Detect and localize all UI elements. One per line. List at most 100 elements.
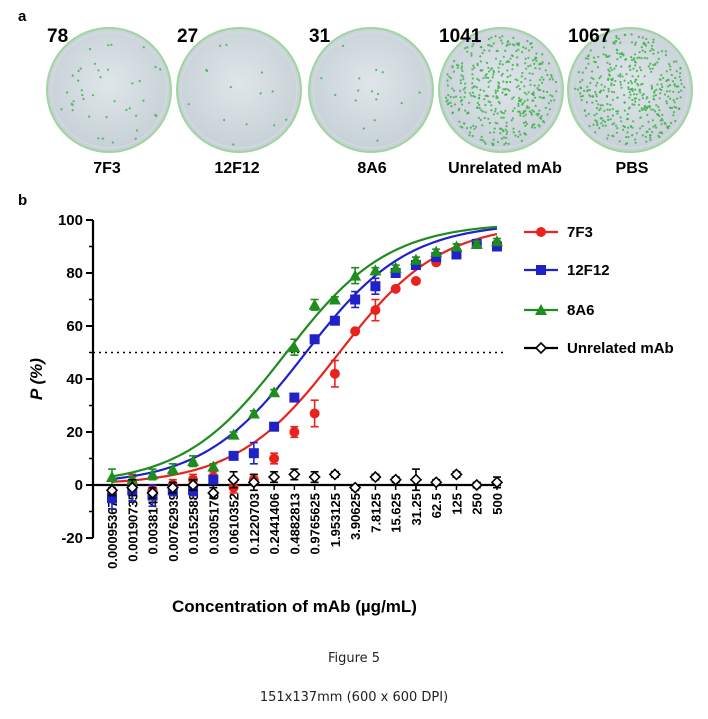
legend-label: 8A6 — [567, 302, 595, 319]
y-tick-label: -20 — [61, 530, 83, 547]
data-point — [390, 283, 401, 294]
x-tick-label: 0.4882813 — [287, 493, 302, 554]
data-point — [309, 408, 320, 419]
legend-marker — [536, 265, 546, 275]
data-point — [490, 476, 504, 489]
data-point — [267, 470, 281, 484]
data-point — [288, 341, 301, 353]
data-point — [369, 264, 382, 276]
data-point — [450, 240, 463, 252]
plate-label: 12F12 — [214, 160, 260, 177]
data-point — [308, 470, 321, 484]
y-tick-label: 0 — [75, 477, 83, 494]
data-point — [106, 471, 118, 483]
y-tick-label: 100 — [58, 212, 83, 229]
figure-size-caption: 151x137mm (600 x 600 DPI) — [259, 690, 449, 705]
data-point — [247, 476, 260, 489]
legend-label: Unrelated mAb — [567, 340, 674, 357]
x-tick-label: 0.00762939 — [166, 493, 181, 562]
colony-count: 27 — [177, 26, 199, 47]
data-point — [268, 386, 281, 398]
colony-count: 31 — [309, 26, 331, 47]
data-point — [389, 261, 402, 273]
data-point — [328, 468, 342, 481]
data-point — [491, 235, 503, 247]
x-tick-label: 0.1220703 — [247, 493, 262, 554]
data-point — [227, 473, 240, 486]
figure-caption: Figure 5 — [327, 651, 381, 666]
data-point — [146, 486, 159, 500]
x-tick-label: 250 — [470, 493, 485, 515]
x-tick-label: 3.90625 — [348, 493, 363, 540]
plate-image: 1041 — [437, 26, 565, 154]
data-point — [349, 269, 362, 281]
data-point — [492, 241, 502, 252]
data-point — [248, 448, 259, 459]
legend-label: 7F3 — [567, 224, 593, 241]
legend-marker — [535, 304, 547, 315]
legend-label: 12F12 — [567, 262, 610, 279]
panel-a-letter: a — [18, 8, 27, 25]
plate-image: 27 — [175, 26, 303, 154]
dose-response-chart: -20 0 20 40 60 80 100 0.000953674 0.00190735 0.00… — [27, 212, 674, 616]
data-point — [370, 305, 381, 316]
colony-count: 78 — [47, 26, 69, 47]
x-tick-label: 0.2441406 — [267, 493, 282, 554]
x-tick-label: 62.5 — [429, 493, 444, 518]
data-point — [166, 481, 179, 494]
data-point — [186, 478, 200, 492]
data-point — [227, 428, 240, 440]
x-tick-label: 0.0152588 — [186, 493, 201, 554]
data-point — [369, 470, 382, 484]
data-point — [329, 315, 340, 326]
data-point — [390, 268, 401, 278]
data-point — [350, 294, 361, 305]
panel-b-letter: b — [18, 192, 28, 209]
data-point — [208, 474, 219, 485]
data-point — [146, 468, 159, 480]
data-point — [470, 237, 483, 249]
x-tick-label: 0.00190735 — [125, 493, 140, 562]
plate-image: 31 — [307, 26, 435, 154]
data-point — [450, 468, 463, 481]
data-point — [289, 392, 300, 403]
y-tick-label: 40 — [66, 371, 83, 388]
data-point — [430, 476, 443, 489]
data-point — [105, 484, 119, 497]
x-tick-label: 0.9765625 — [308, 493, 323, 554]
x-tick-label: 0.0305176 — [206, 493, 221, 554]
data-point — [107, 493, 117, 504]
data-point — [470, 478, 483, 492]
x-tick-label: 0.0038147 — [146, 493, 161, 554]
data-point — [431, 252, 442, 263]
data-point — [207, 486, 220, 500]
data-point — [328, 293, 341, 305]
plate-label: 7F3 — [93, 160, 121, 177]
data-point — [308, 298, 321, 310]
data-point — [389, 473, 402, 486]
legend-marker — [534, 341, 548, 355]
x-tick-label: 31.25 — [409, 493, 424, 526]
x-tick-label: 15.625 — [389, 493, 404, 533]
data-point — [247, 407, 260, 419]
plate-label: 8A6 — [357, 160, 387, 177]
data-point — [207, 460, 220, 472]
data-point — [187, 455, 200, 467]
fit-curve — [111, 225, 498, 478]
data-point — [228, 450, 239, 461]
fit-curve — [111, 227, 498, 481]
y-tick-label: 80 — [66, 265, 83, 282]
data-point — [451, 249, 462, 260]
x-tick-label: 125 — [449, 493, 464, 515]
data-point — [269, 421, 280, 432]
plate-image: 1067 — [566, 26, 694, 154]
data-point — [309, 334, 320, 345]
fit-curve — [111, 232, 498, 483]
data-point — [349, 481, 362, 494]
y-axis-title: P (%) — [27, 358, 46, 400]
data-point — [410, 260, 421, 271]
colony-count: 1067 — [568, 26, 611, 47]
data-point — [409, 253, 422, 265]
plate-label: PBS — [615, 160, 649, 177]
data-point — [410, 275, 421, 286]
